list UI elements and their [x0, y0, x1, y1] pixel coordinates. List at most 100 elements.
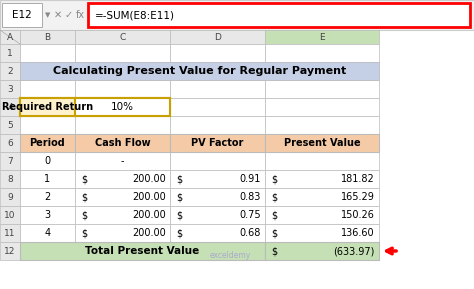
Text: 1: 1 [45, 174, 51, 184]
Bar [170, 152, 265, 170]
Text: 136.60: 136.60 [341, 228, 375, 238]
Bar [0, 98, 20, 116]
Bar [75, 224, 170, 242]
Text: 0.75: 0.75 [239, 210, 261, 220]
Bar [20, 116, 75, 134]
Text: -: - [121, 156, 124, 166]
Bar [75, 98, 170, 116]
Bar [0, 44, 20, 62]
Text: 0.91: 0.91 [240, 174, 261, 184]
Bar [170, 134, 265, 152]
Bar [2, 3, 42, 27]
Bar [170, 206, 265, 224]
Bar [20, 206, 75, 224]
Bar [20, 224, 75, 242]
Bar [170, 170, 265, 188]
Text: 4: 4 [45, 228, 51, 238]
Text: Cash Flow: Cash Flow [95, 138, 150, 148]
Bar [75, 44, 170, 62]
Bar [20, 242, 265, 260]
Bar [170, 80, 265, 98]
Text: 2: 2 [7, 66, 13, 75]
Text: $: $ [271, 210, 277, 220]
Text: $: $ [81, 192, 87, 202]
Bar [0, 0, 474, 30]
Bar [265, 242, 379, 260]
Bar [75, 134, 170, 152]
Text: 150.26: 150.26 [341, 210, 375, 220]
Text: $: $ [271, 192, 277, 202]
Bar [20, 98, 75, 116]
Bar [20, 188, 75, 206]
Bar [20, 134, 75, 152]
Text: 8: 8 [7, 175, 13, 184]
Text: C: C [119, 32, 126, 42]
Bar [75, 152, 170, 170]
Text: $: $ [176, 192, 182, 202]
Text: 2: 2 [45, 192, 51, 202]
Bar [265, 62, 379, 80]
Text: $: $ [176, 228, 182, 238]
Bar [0, 188, 20, 206]
Text: $: $ [176, 210, 182, 220]
Text: 3: 3 [7, 84, 13, 94]
Bar [0, 30, 20, 44]
Bar [265, 98, 379, 116]
Text: Total Present Value: Total Present Value [85, 246, 200, 256]
Text: 9: 9 [7, 192, 13, 201]
Bar [265, 134, 379, 152]
Text: Calculating Present Value for Regular Payment: Calculating Present Value for Regular Pa… [53, 66, 346, 76]
Text: PV Factor: PV Factor [191, 138, 244, 148]
Text: $: $ [271, 174, 277, 184]
Text: Required Return: Required Return [2, 102, 93, 112]
Text: ▼: ▼ [46, 12, 51, 18]
Bar [0, 62, 20, 80]
Text: 4: 4 [7, 103, 13, 112]
Bar [75, 80, 170, 98]
Text: ✓: ✓ [65, 10, 73, 20]
Text: exceldemy: exceldemy [210, 251, 251, 260]
Text: 0: 0 [45, 156, 51, 166]
Bar [88, 3, 470, 27]
Text: $: $ [176, 174, 182, 184]
Bar [170, 30, 265, 44]
Bar [75, 134, 170, 152]
Text: $: $ [81, 210, 87, 220]
Bar [20, 62, 75, 80]
Bar [75, 242, 170, 260]
Text: 3: 3 [45, 210, 51, 220]
Text: $: $ [271, 246, 277, 256]
Text: 181.82: 181.82 [341, 174, 375, 184]
Bar [0, 206, 20, 224]
Text: A: A [7, 32, 13, 42]
Bar [265, 116, 379, 134]
Bar [20, 170, 75, 188]
Bar [170, 98, 265, 116]
Bar [20, 80, 75, 98]
Bar [170, 116, 265, 134]
Text: 200.00: 200.00 [132, 192, 166, 202]
Text: ✕: ✕ [54, 10, 62, 20]
Text: E12: E12 [12, 10, 32, 20]
Bar [0, 134, 20, 152]
Bar [75, 206, 170, 224]
Bar [75, 62, 170, 80]
Bar [265, 44, 379, 62]
Bar [265, 152, 379, 170]
Text: 12: 12 [4, 247, 16, 255]
Text: Period: Period [29, 138, 65, 148]
Text: $: $ [81, 228, 87, 238]
Bar [0, 30, 20, 44]
Text: 1: 1 [7, 49, 13, 58]
Text: D: D [214, 32, 221, 42]
Bar [0, 152, 20, 170]
Bar [265, 188, 379, 206]
Bar [265, 242, 379, 260]
Bar [265, 170, 379, 188]
Bar [170, 62, 265, 80]
Text: $: $ [271, 228, 277, 238]
Bar [170, 224, 265, 242]
Bar [75, 116, 170, 134]
Text: 11: 11 [4, 229, 16, 238]
Text: 7: 7 [7, 157, 13, 166]
